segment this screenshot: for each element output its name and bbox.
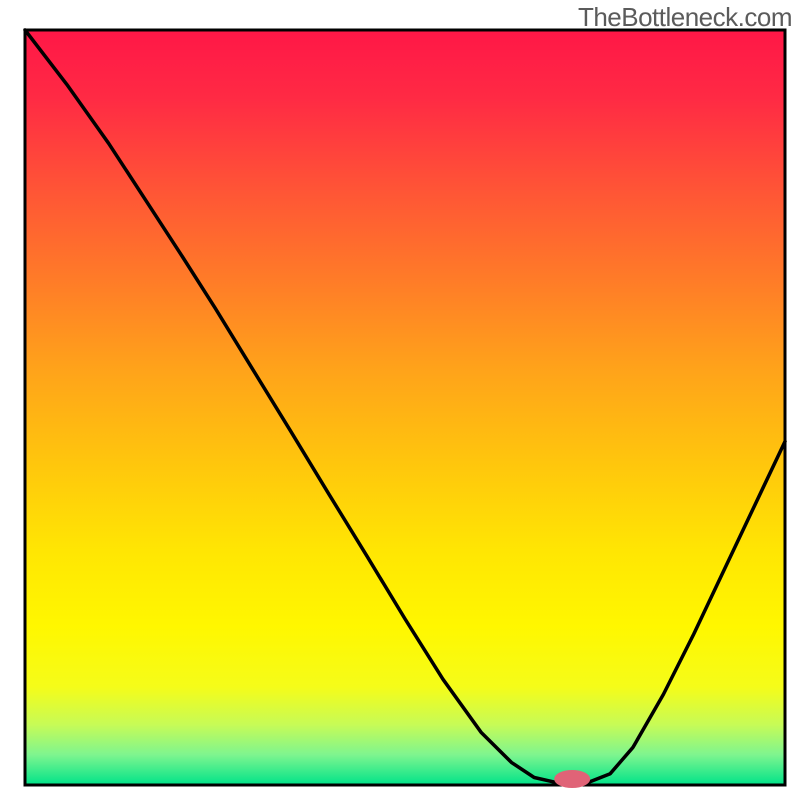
optimal-marker bbox=[554, 770, 590, 788]
bottleneck-chart bbox=[0, 0, 800, 800]
chart-background bbox=[25, 30, 785, 785]
watermark-text: TheBottleneck.com bbox=[578, 2, 792, 33]
chart-container: TheBottleneck.com bbox=[0, 0, 800, 800]
